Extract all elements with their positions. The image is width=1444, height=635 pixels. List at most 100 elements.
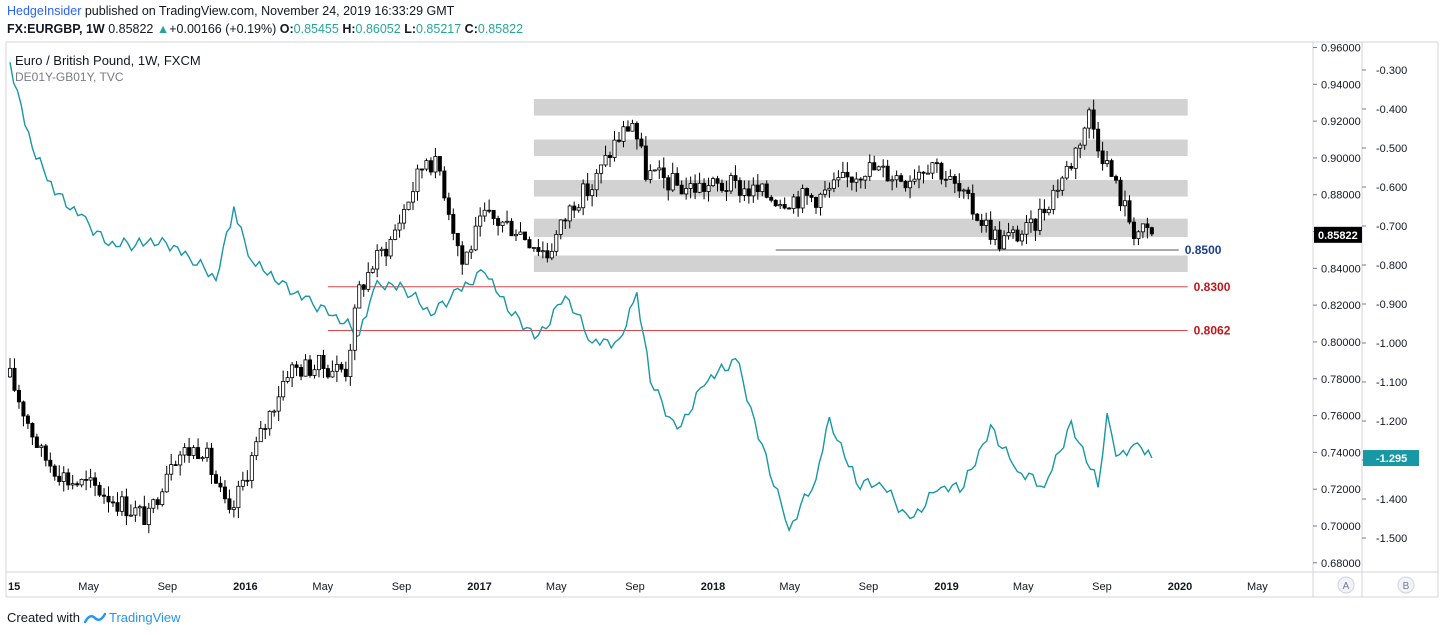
candle (545, 243, 550, 263)
change-text: +0.00166 (+0.19%) (169, 22, 277, 36)
candle-body (469, 249, 474, 253)
candle-body (1046, 209, 1051, 214)
candle-body (818, 193, 823, 208)
candle-body (370, 268, 375, 273)
candle-body (545, 250, 550, 259)
candle-body (97, 484, 102, 496)
candle-body (402, 209, 407, 224)
candle-body (1140, 223, 1145, 233)
candle (1122, 190, 1127, 217)
candle-body (737, 180, 742, 196)
candle (464, 251, 469, 265)
candle-body (1091, 109, 1096, 130)
candle-body (1011, 229, 1016, 233)
candle-body (912, 178, 917, 182)
candle (921, 171, 926, 184)
resistance-zone (533, 218, 1188, 238)
candle-body (267, 410, 272, 430)
candle (818, 192, 823, 216)
candle (796, 190, 801, 217)
candle (652, 169, 657, 172)
candle (693, 174, 698, 200)
overlay-tick-label: -1.100 (1376, 377, 1407, 389)
candle (455, 232, 460, 257)
candle (894, 170, 899, 188)
candle (1055, 179, 1060, 199)
high-value: 0.86052 (355, 22, 401, 36)
low-value: 0.85217 (416, 22, 462, 36)
candle (988, 211, 993, 245)
candle (339, 361, 344, 373)
candle-body (746, 188, 751, 197)
candle-body (961, 189, 966, 192)
candle-body (88, 477, 93, 481)
candle (249, 451, 254, 489)
candle-body (764, 183, 769, 198)
candle (702, 178, 707, 200)
candle-body (881, 165, 886, 168)
candle-body (1069, 165, 1074, 169)
overlay-tick-label: -0.800 (1376, 260, 1407, 272)
candle (263, 423, 268, 440)
candle (1033, 218, 1038, 242)
candle-body (702, 182, 707, 192)
candle-body (715, 178, 720, 184)
candle-body (858, 178, 863, 181)
candle (782, 197, 787, 210)
candle-body (276, 396, 281, 412)
candle-body (411, 191, 416, 203)
level-label-0.8062: 0.8062 (1194, 324, 1231, 338)
candle (231, 500, 236, 518)
candle (563, 218, 568, 229)
candle-body (639, 138, 644, 147)
scale-button-b[interactable] (1397, 576, 1415, 594)
candle (294, 361, 299, 377)
candle (715, 175, 720, 192)
candle (79, 478, 84, 488)
publisher-link[interactable]: HedgeInsider (7, 4, 82, 18)
candle (737, 177, 742, 203)
candle (424, 158, 429, 172)
price-tick-label: 0.84000 (1321, 263, 1361, 275)
candle (97, 481, 102, 497)
candle (70, 474, 75, 490)
candle (939, 161, 944, 185)
candle (200, 455, 205, 462)
x-tick-label: 2016 (233, 581, 257, 593)
price-tick-label: 0.74000 (1321, 447, 1361, 459)
candle-body (1051, 189, 1056, 210)
overlay-tick-label: -0.300 (1376, 65, 1407, 77)
candle-body (621, 126, 626, 142)
scale-button-a[interactable] (1337, 576, 1355, 594)
main-series-legend[interactable]: Euro / British Pound, 1W, FXCM (15, 53, 201, 68)
candle (711, 176, 716, 188)
candle-body (554, 234, 559, 252)
candle-body (827, 187, 832, 191)
overlay-tick-label: -0.600 (1376, 182, 1407, 194)
candle (979, 213, 984, 233)
candle-body (312, 369, 317, 376)
tradingview-brand[interactable]: TradingView (108, 610, 181, 625)
candle (428, 157, 433, 176)
candle-body (205, 447, 210, 458)
candle-body (693, 183, 698, 193)
close-value: 0.85822 (477, 22, 524, 36)
candle (48, 452, 53, 473)
overlay-series-legend[interactable]: DE01Y-GB01Y, TVC (15, 70, 124, 84)
candle-body (446, 197, 451, 215)
candle-body (39, 445, 44, 448)
candle-body (115, 502, 120, 512)
candle (88, 468, 93, 488)
candle-body (917, 171, 922, 180)
candle-body (1131, 221, 1136, 239)
candle-body (531, 247, 536, 249)
candle-body (1136, 231, 1141, 239)
candle-body (782, 204, 787, 209)
candle-body (791, 196, 796, 210)
candle (75, 481, 80, 487)
candle (706, 177, 711, 202)
candle (379, 246, 384, 257)
candle-body (231, 507, 236, 510)
candle (961, 188, 966, 199)
